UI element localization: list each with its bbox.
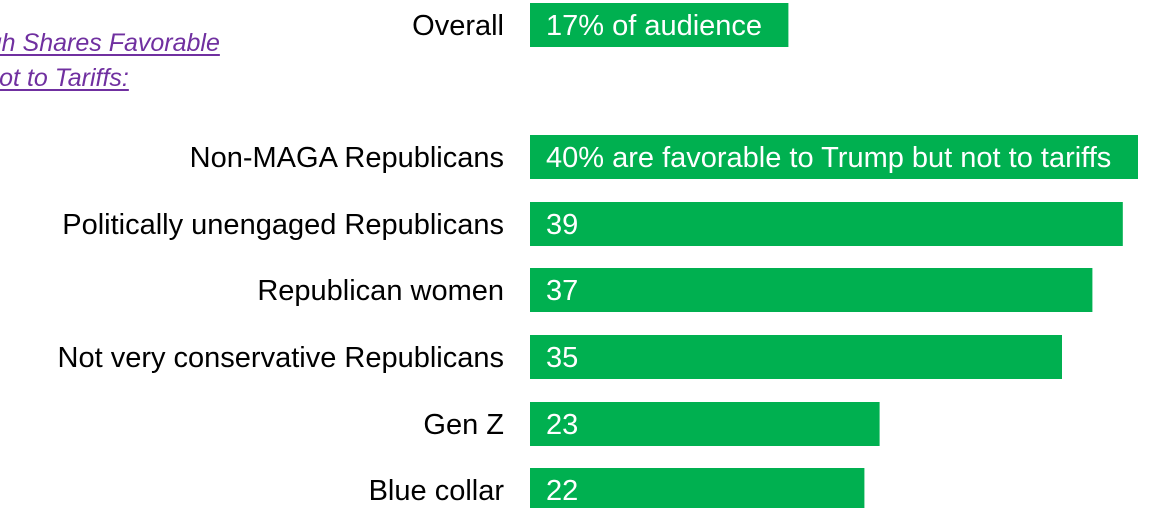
bar-6 <box>530 468 865 508</box>
category-label-5: Gen Z <box>423 409 504 441</box>
category-label-6: Blue collar <box>369 475 505 507</box>
data-label-3: 37 <box>546 275 578 307</box>
category-label-1: Non-MAGA Republicans <box>190 142 504 174</box>
bar-1 <box>530 135 1138 179</box>
data-label-2: 39 <box>546 209 578 241</box>
bar-0 <box>530 3 789 47</box>
data-label-0: 17% of audience <box>546 10 762 42</box>
bar-2 <box>530 202 1123 246</box>
bar-3 <box>530 268 1093 312</box>
bar-5 <box>530 402 880 446</box>
chart-subtitle: s With High Shares Favorable mp, But Not… <box>0 26 378 96</box>
category-label-2: Politically unengaged Republicans <box>62 209 504 241</box>
category-label-0: Overall <box>412 10 504 42</box>
bar-4 <box>530 335 1062 379</box>
data-label-5: 23 <box>546 409 578 441</box>
subtitle-line-2: mp, But Not to Tariffs: <box>0 64 129 92</box>
data-label-6: 22 <box>546 475 578 507</box>
category-label-3: Republican women <box>257 275 504 307</box>
subtitle-line-1: s With High Shares Favorable <box>0 29 220 57</box>
category-label-4: Not very conservative Republicans <box>58 342 504 374</box>
data-label-1: 40% are favorable to Trump but not to ta… <box>546 142 1111 174</box>
data-label-4: 35 <box>546 342 578 374</box>
